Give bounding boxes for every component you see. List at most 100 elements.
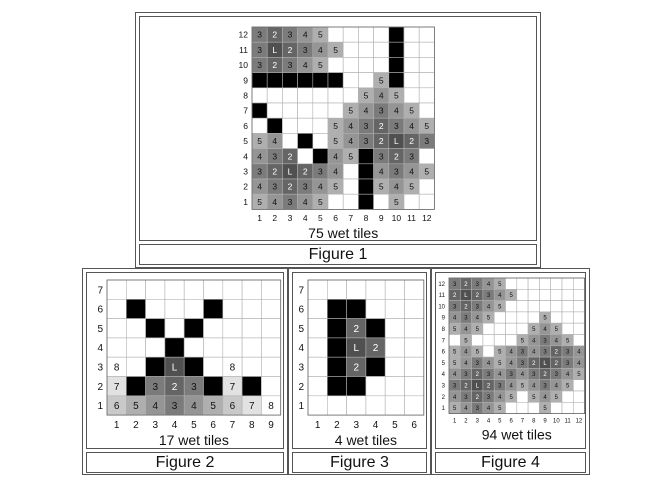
tile-value-label: 4 [509, 361, 513, 367]
tile-value-label: 2 [288, 151, 293, 161]
tile-value-label: 5 [543, 406, 547, 412]
y-tick-label: 10 [239, 60, 249, 70]
wall-tile [346, 298, 367, 319]
tile-value-label: 5 [348, 106, 353, 116]
dry-tile [266, 102, 283, 119]
tile-value-label: 3 [453, 304, 457, 310]
wet-tiles-count: 75 wet tiles [308, 225, 378, 240]
tile-value-label: 5 [577, 372, 581, 378]
tile-value-label: 4 [487, 406, 491, 412]
tile-value-label: 4 [498, 395, 502, 401]
dry-tile [505, 334, 518, 347]
tile-value-label: 5 [364, 90, 369, 100]
dry-tile [493, 334, 506, 347]
dry-tile [384, 318, 405, 339]
tile-value-label: 4 [303, 197, 308, 207]
tile-value-label: 5 [509, 395, 513, 401]
tile-value-label: 2 [353, 362, 359, 373]
tile-value-label: 4 [521, 372, 525, 378]
dry-tile [373, 26, 390, 43]
wet-tiles-count: 94 wet tiles [482, 427, 552, 443]
leak-tile-label: L [464, 293, 468, 299]
y-tick-label: 1 [442, 406, 446, 412]
tile-value-label: 3 [379, 151, 384, 161]
dry-tile [125, 279, 146, 300]
wall-tile [388, 26, 405, 43]
tile-value-label: 4 [318, 45, 323, 55]
dry-tile [282, 117, 298, 134]
dry-tile [373, 193, 390, 210]
dry-tile [573, 379, 585, 392]
tile-value-label: 4 [498, 372, 502, 378]
y-tick-label: 5 [298, 324, 304, 335]
tile-value-label: 4 [191, 401, 197, 412]
dry-tile [573, 322, 585, 335]
tile-value-label: 3 [543, 350, 547, 356]
dry-tile [384, 395, 405, 416]
x-tick-label: 2 [133, 420, 139, 431]
tile-value-label: 2 [476, 395, 480, 401]
dry-tile [404, 337, 425, 358]
x-tick-label: 5 [392, 420, 398, 431]
tile-value-label: 5 [333, 136, 338, 146]
y-tick-label: 12 [239, 30, 249, 40]
tile-value-label: 3 [509, 372, 513, 378]
tile-value-label: 5 [498, 350, 502, 356]
tile-value-label: 3 [566, 350, 570, 356]
tile-value-label: 5 [333, 121, 338, 131]
dry-tile [297, 102, 314, 119]
tile-value-label: 3 [364, 121, 369, 131]
dry-tile [251, 87, 268, 104]
dry-tile [539, 277, 552, 290]
tile-value-label: 3 [453, 384, 457, 390]
x-tick-label: 3 [353, 420, 359, 431]
tile-value-label: 4 [577, 361, 581, 367]
figure-1-caption: Figure 1 [308, 245, 368, 263]
dry-tile [561, 311, 574, 324]
x-tick-label: 9 [268, 420, 274, 431]
tile-value-label: 5 [555, 395, 559, 401]
y-tick-label: 2 [97, 382, 103, 393]
figure-3-grid: 2 L 2 2 7 6 5 4 3 2 11 2 3 4 5 6 4 wet tiles [298, 279, 425, 448]
tile-value-label: 5 [521, 384, 525, 390]
x-tick-label: 6 [509, 419, 513, 425]
tile-value-label: 4 [409, 166, 414, 176]
x-tick-label: 2 [334, 420, 340, 431]
tile-value-label: 3 [543, 384, 547, 390]
dry-tile [550, 277, 563, 290]
dry-tile [418, 178, 435, 195]
dry-tile [203, 279, 224, 300]
tile-value-label: 4 [487, 304, 491, 310]
dry-tile [403, 26, 420, 43]
dry-tile [561, 277, 574, 290]
tile-value-label: 4 [257, 182, 262, 192]
y-tick-label: 6 [298, 305, 304, 316]
tile-value-label: 4 [303, 30, 308, 40]
grid-border [106, 279, 282, 416]
wall-tile [164, 337, 185, 358]
wall-tile [125, 376, 146, 397]
y-tick-label: 2 [243, 182, 248, 192]
tile-value-label: 4 [152, 401, 158, 412]
dry-tile [403, 193, 420, 210]
x-tick-label: 4 [373, 420, 379, 431]
wall-tile [346, 376, 367, 397]
dry-tile [561, 300, 574, 313]
tile-value-label: 4 [532, 338, 536, 344]
dry-tile [561, 288, 574, 301]
dry-tile [403, 41, 420, 58]
wall-tile [312, 72, 329, 89]
dry-tile [125, 356, 146, 377]
wall-tile [183, 318, 204, 339]
y-tick-label: 5 [243, 136, 248, 146]
dry-tile [282, 102, 298, 119]
wall-tile [358, 193, 374, 210]
tile-value-label: 3 [288, 30, 293, 40]
dry-tile [373, 57, 390, 73]
tile-value-label: 2 [353, 324, 359, 335]
leak-tile-label: L [288, 166, 293, 176]
x-tick-label: 10 [553, 419, 560, 425]
tile-value-label: 2 [555, 361, 559, 367]
tile-value-label: 4 [453, 395, 457, 401]
